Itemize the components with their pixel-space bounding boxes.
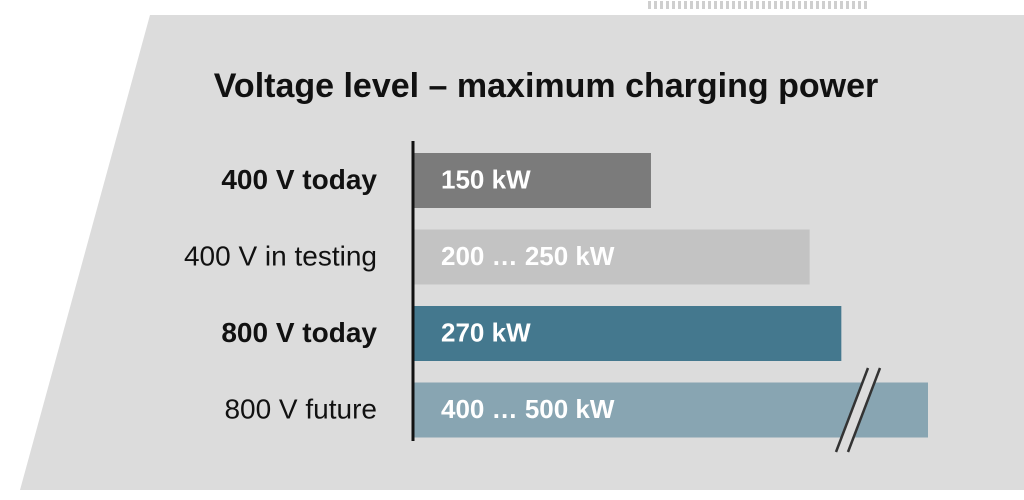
bar (413, 229, 810, 285)
category-label: 400 V in testing (184, 240, 377, 271)
value-label: 200 … 250 kW (441, 241, 615, 271)
category-label: 800 V today (221, 317, 377, 348)
bar (413, 306, 842, 361)
category-label: 400 V today (221, 164, 377, 195)
bar (413, 153, 651, 208)
category-label: 800 V future (224, 393, 377, 424)
bars (413, 153, 928, 438)
value-label: 400 … 500 kW (441, 394, 615, 424)
value-label: 270 kW (441, 317, 531, 347)
bar (413, 382, 928, 438)
axis-break (834, 367, 882, 453)
value-label: 150 kW (441, 164, 531, 194)
chart-title: Voltage level – maximum charging power (214, 67, 878, 105)
